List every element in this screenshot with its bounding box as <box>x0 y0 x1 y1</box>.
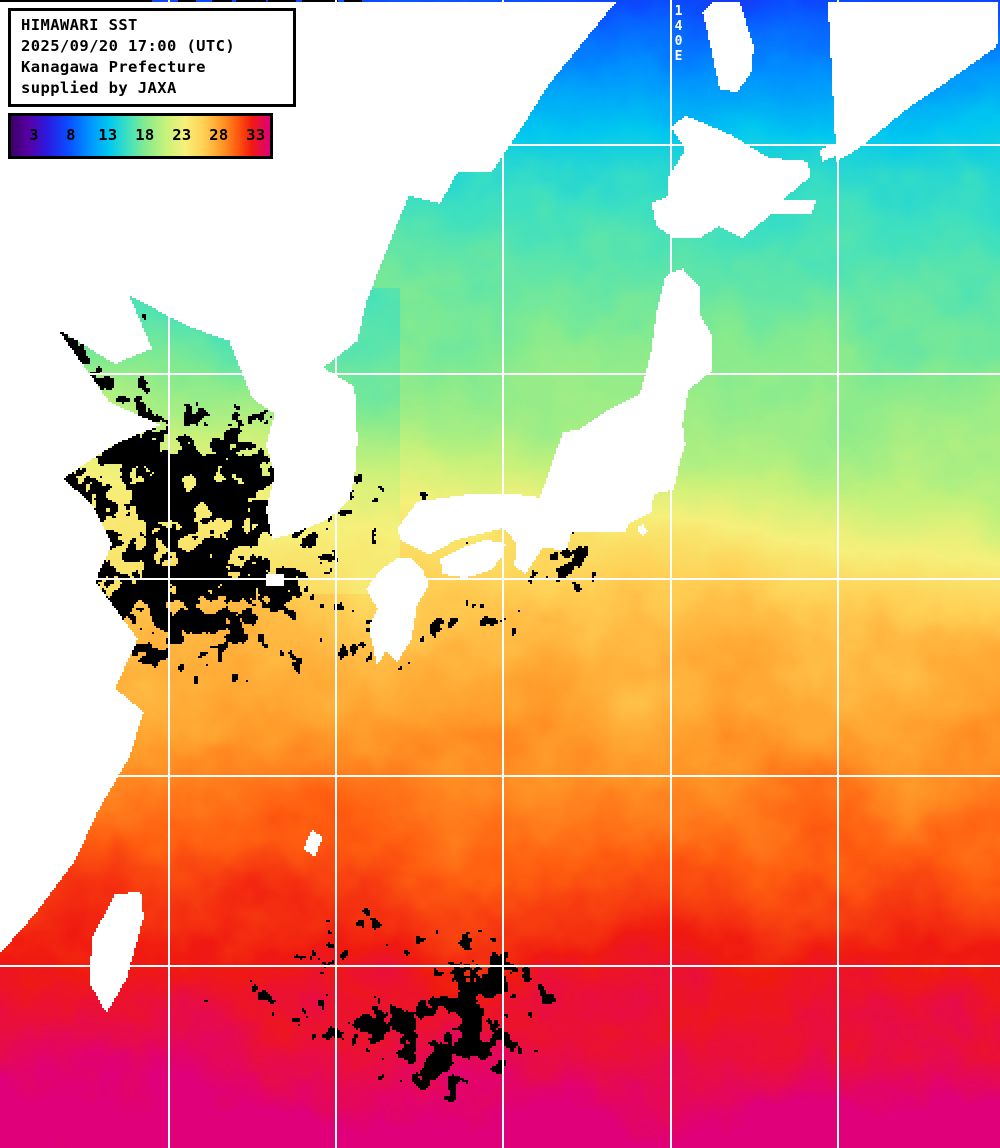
title-line-supplier: supplied by JAXA <box>21 79 177 97</box>
colorbar-tick-18: 18 <box>135 126 155 145</box>
colorbar-tick-33: 33 <box>246 126 266 145</box>
colorbar: 3 8 13 18 23 28 33 <box>8 113 273 159</box>
title-line-datetime: 2025/09/20 17:00 (UTC) <box>21 37 236 55</box>
colorbar-tick-28: 28 <box>209 126 229 145</box>
title-line-region: Kanagawa Prefecture <box>21 58 206 76</box>
legend-panel: HIMAWARI SST 2025/09/20 17:00 (UTC) Kana… <box>8 8 296 159</box>
colorbar-tick-labels: 3 8 13 18 23 28 33 <box>11 116 270 156</box>
colorbar-tick-23: 23 <box>172 126 192 145</box>
colorbar-tick-13: 13 <box>98 126 118 145</box>
title-line-product: HIMAWARI SST <box>21 16 138 34</box>
title-box: HIMAWARI SST 2025/09/20 17:00 (UTC) Kana… <box>8 8 296 107</box>
colorbar-tick-8: 8 <box>66 126 76 145</box>
colorbar-tick-3: 3 <box>29 126 39 145</box>
colorbar-gradient <box>11 116 270 156</box>
